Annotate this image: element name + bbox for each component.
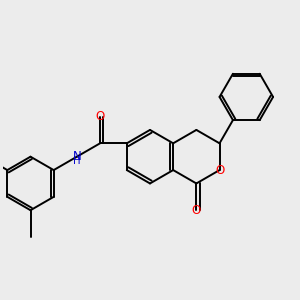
- Text: O: O: [192, 204, 201, 217]
- Text: O: O: [95, 110, 105, 123]
- Text: O: O: [215, 164, 224, 177]
- Text: N: N: [73, 150, 81, 163]
- Text: H: H: [73, 156, 81, 166]
